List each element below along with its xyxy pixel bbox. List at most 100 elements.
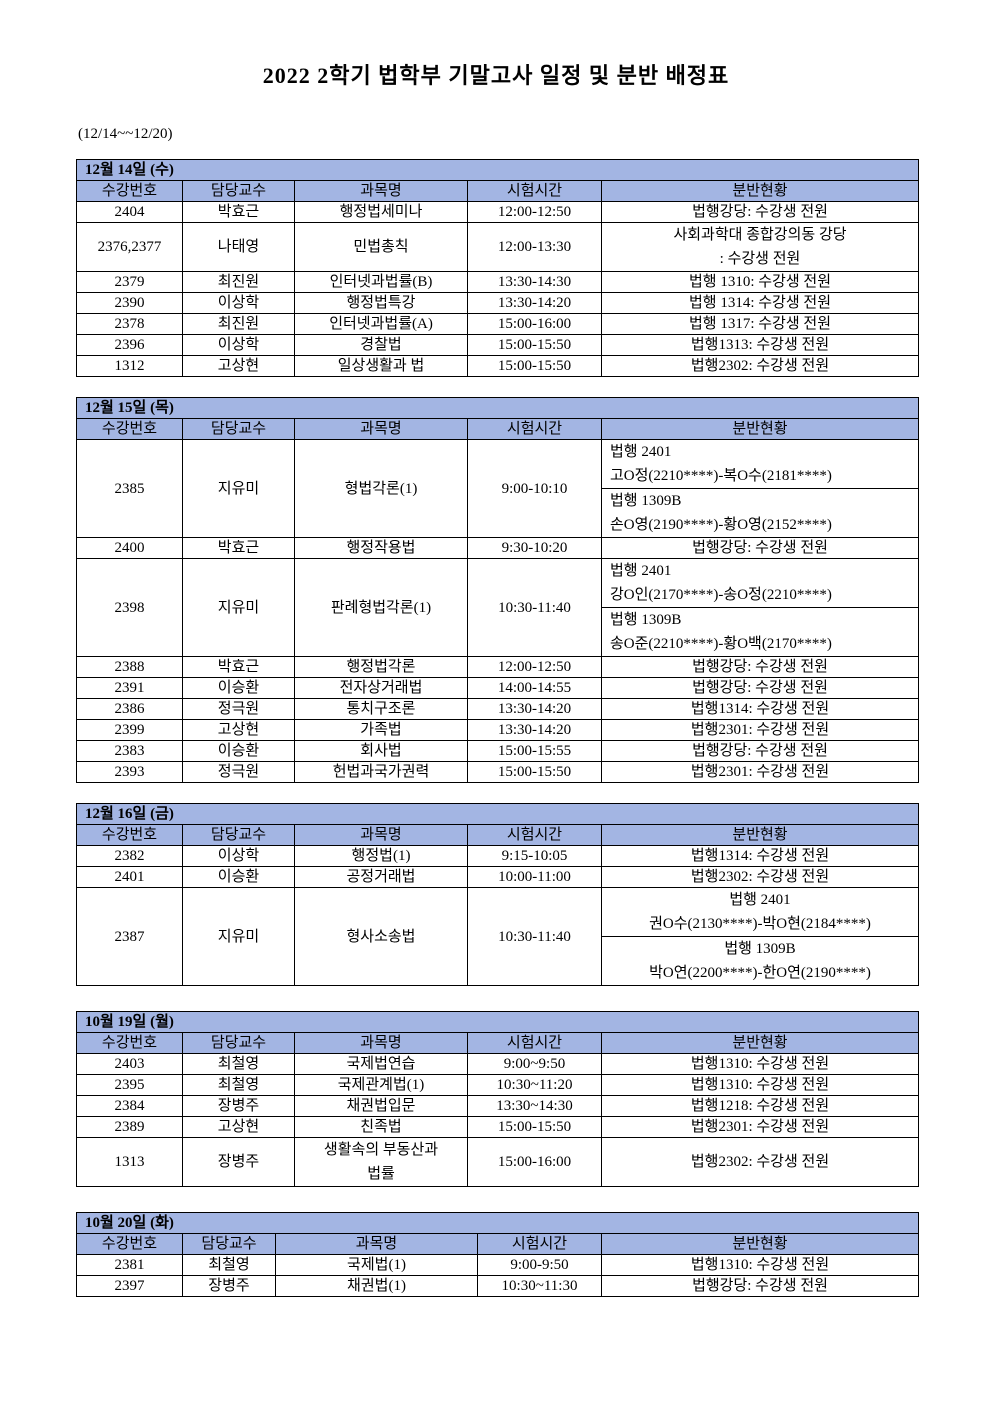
- subject-line: 헌법과국가권력: [332, 764, 430, 780]
- room-group: 법행 2401 권O수(2130****)-박O현(2184****): [602, 888, 918, 936]
- exam-time: 13:30-14:20: [467, 698, 602, 720]
- table-row: 2376,2377 나태영 민법총칙 12:00-13:30 사회과학대 종합강의동 강…: [76, 222, 919, 272]
- subject: 행정법(1): [294, 845, 468, 867]
- room-assignment: 법행2302: 수강생 전원: [601, 1137, 919, 1187]
- schedule-table: 10월 19일 (월) 수강번호 담당교수 과목명 시험시간 분반현황 2403 최철영 국제법…: [76, 1011, 919, 1187]
- course-number: 2387: [76, 887, 183, 986]
- subject: 민법총칙: [294, 222, 468, 272]
- subject-line: 행정법각론: [346, 659, 416, 675]
- subject-line: 공정거래법: [346, 869, 416, 885]
- exam-time: 12:00-12:50: [467, 656, 602, 678]
- course-number: 2396: [76, 334, 183, 356]
- course-number: 2404: [76, 201, 183, 223]
- professor: 정극원: [182, 698, 295, 720]
- course-number: 2385: [76, 439, 183, 538]
- room-assignment: 법행 2401 권O수(2130****)-박O현(2184****) 법행 130…: [601, 887, 919, 986]
- table-row: 2399 고상현 가족법 13:30-14:20 법행2301: 수강생 전원: [76, 719, 919, 741]
- professor: 박효근: [182, 201, 295, 223]
- room-line: 법행강당: 수강생 전원: [692, 659, 828, 675]
- course-number: 2389: [76, 1116, 183, 1138]
- room-line: 법행 1309B: [610, 493, 682, 509]
- subject: 경찰법: [294, 334, 468, 356]
- exam-time: 13:30-14:20: [467, 719, 602, 741]
- subject-line: 채권법(1): [347, 1278, 406, 1294]
- column-header: 시험시간: [477, 1233, 602, 1255]
- room-assignment: 법행 1314: 수강생 전원: [601, 292, 919, 314]
- column-header: 수강번호: [76, 418, 183, 440]
- professor: 나태영: [182, 222, 295, 272]
- header-row: 수강번호 담당교수 과목명 시험시간 분반현황: [76, 824, 919, 846]
- subject-line: 국제법연습: [346, 1056, 416, 1072]
- schedule-table: 10월 20일 (화) 수강번호 담당교수 과목명 시험시간 분반현황 2381 최철영 국제법…: [76, 1212, 919, 1297]
- document-title: 2022 2학기 법학부 기말고사 일정 및 분반 배정표: [262, 63, 730, 88]
- room-assignment: 법행강당: 수강생 전원: [601, 740, 919, 762]
- room-line: 법행 2401: [610, 444, 672, 460]
- professor: 최철영: [182, 1254, 276, 1276]
- exam-time: 12:00-12:50: [467, 201, 602, 223]
- table-row: 2389 고상현 친족법 15:00-15:50 법행2301: 수강생 전원: [76, 1116, 919, 1138]
- exam-time: 15:00-16:00: [467, 313, 602, 335]
- professor: 고상현: [182, 719, 295, 741]
- subject-line: 인터넷과법률(B): [329, 274, 433, 290]
- professor: 이상학: [182, 334, 295, 356]
- course-number: 2400: [76, 537, 183, 559]
- column-header: 과목명: [294, 824, 468, 846]
- professor: 최진원: [182, 271, 295, 293]
- room-line: 법행1310: 수강생 전원: [690, 1056, 830, 1072]
- subject: 일상생활과 법: [294, 355, 468, 377]
- room-line: 법행2302: 수강생 전원: [690, 869, 830, 885]
- room-line: 고O정(2210****)-복O수(2181****): [610, 468, 832, 484]
- room-line: 법행1314: 수강생 전원: [690, 701, 830, 717]
- room-line: 법행 1310: 수강생 전원: [688, 274, 832, 290]
- table-row: 2384 장병주 채권법입문 13:30~14:30 법행1218: 수강생 전원: [76, 1095, 919, 1117]
- column-header: 과목명: [294, 1032, 468, 1054]
- table-row: 1313 장병주 생활속의 부동산과 법률 15:00-16:00 법행2302: 수강생…: [76, 1137, 919, 1187]
- column-header: 분반현황: [601, 418, 919, 440]
- professor: 지유미: [182, 558, 295, 657]
- room-assignment: 법행2301: 수강생 전원: [601, 719, 919, 741]
- date-row: 10월 19일 (월): [76, 1011, 919, 1033]
- subject: 회사법: [294, 740, 468, 762]
- table-row: 2378 최진원 인터넷과법률(A) 15:00-16:00 법행 1317: 수강생 …: [76, 313, 919, 335]
- table-row: 2396 이상학 경찰법 15:00-15:50 법행1313: 수강생 전원: [76, 334, 919, 356]
- room-assignment: 법행강당: 수강생 전원: [601, 537, 919, 559]
- course-number: 2403: [76, 1053, 183, 1075]
- course-number: 2401: [76, 866, 183, 888]
- exam-time: 12:00-13:30: [467, 222, 602, 272]
- subject-line: 경찰법: [360, 337, 402, 353]
- column-header: 수강번호: [76, 1032, 183, 1054]
- course-number: 2382: [76, 845, 183, 867]
- room-line: 법행 1314: 수강생 전원: [688, 295, 832, 311]
- room-assignment: 법행2301: 수강생 전원: [601, 1116, 919, 1138]
- course-number: 2388: [76, 656, 183, 678]
- column-header: 시험시간: [467, 824, 602, 846]
- professor: 고상현: [182, 355, 295, 377]
- room-group: 법행 2401 강O인(2170****)-송O정(2210****): [602, 559, 918, 607]
- column-header: 담당교수: [182, 418, 295, 440]
- date-row: 12월 15일 (목): [76, 397, 919, 419]
- professor: 장병주: [182, 1095, 295, 1117]
- subject: 국제법(1): [275, 1254, 478, 1276]
- column-header: 시험시간: [467, 180, 602, 202]
- professor: 이상학: [182, 292, 295, 314]
- course-number: 2393: [76, 761, 183, 783]
- room-line: 법행강당: 수강생 전원: [692, 743, 828, 759]
- room-assignment: 법행1218: 수강생 전원: [601, 1095, 919, 1117]
- exam-time: 13:30-14:20: [467, 292, 602, 314]
- room-line: 법행2302: 수강생 전원: [690, 1154, 830, 1170]
- room-line: 법행 1309B: [724, 941, 796, 957]
- table-row: 2388 박효근 행정법각론 12:00-12:50 법행강당: 수강생 전원: [76, 656, 919, 678]
- table-row: 2404 박효근 행정법세미나 12:00-12:50 법행강당: 수강생 전원: [76, 201, 919, 223]
- room-assignment: 법행1310: 수강생 전원: [601, 1074, 919, 1096]
- exam-time: 9:30-10:20: [467, 537, 602, 559]
- subject: 형사소송법: [294, 887, 468, 986]
- room-line: 법행2301: 수강생 전원: [690, 722, 830, 738]
- professor: 정극원: [182, 761, 295, 783]
- room-assignment: 법행1314: 수강생 전원: [601, 845, 919, 867]
- subject-line: 친족법: [360, 1119, 402, 1135]
- exam-time: 10:30~11:20: [467, 1074, 602, 1096]
- subject: 헌법과국가권력: [294, 761, 468, 783]
- professor: 고상현: [182, 1116, 295, 1138]
- subject: 판례형법각론(1): [294, 558, 468, 657]
